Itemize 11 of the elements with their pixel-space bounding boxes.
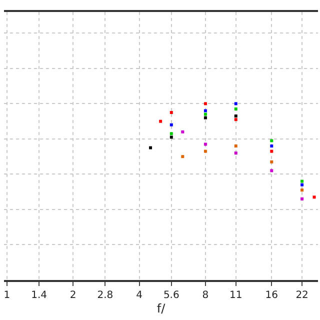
x-tick-label: 5.6 <box>163 290 180 301</box>
x-tick-label: 1.4 <box>31 290 47 301</box>
x-tick-label: 8 <box>202 290 209 301</box>
x-tick-label: 1 <box>4 290 10 301</box>
x-tick-label: 16 <box>265 290 278 301</box>
x-tick-label: 2.8 <box>97 290 114 301</box>
x-tick-label: 2 <box>70 290 76 301</box>
x-tick-label: 4 <box>136 290 142 301</box>
x-tick-label: 22 <box>296 290 308 301</box>
x-tick-label: 11 <box>230 290 242 301</box>
x-axis-title: f/ <box>156 301 166 316</box>
